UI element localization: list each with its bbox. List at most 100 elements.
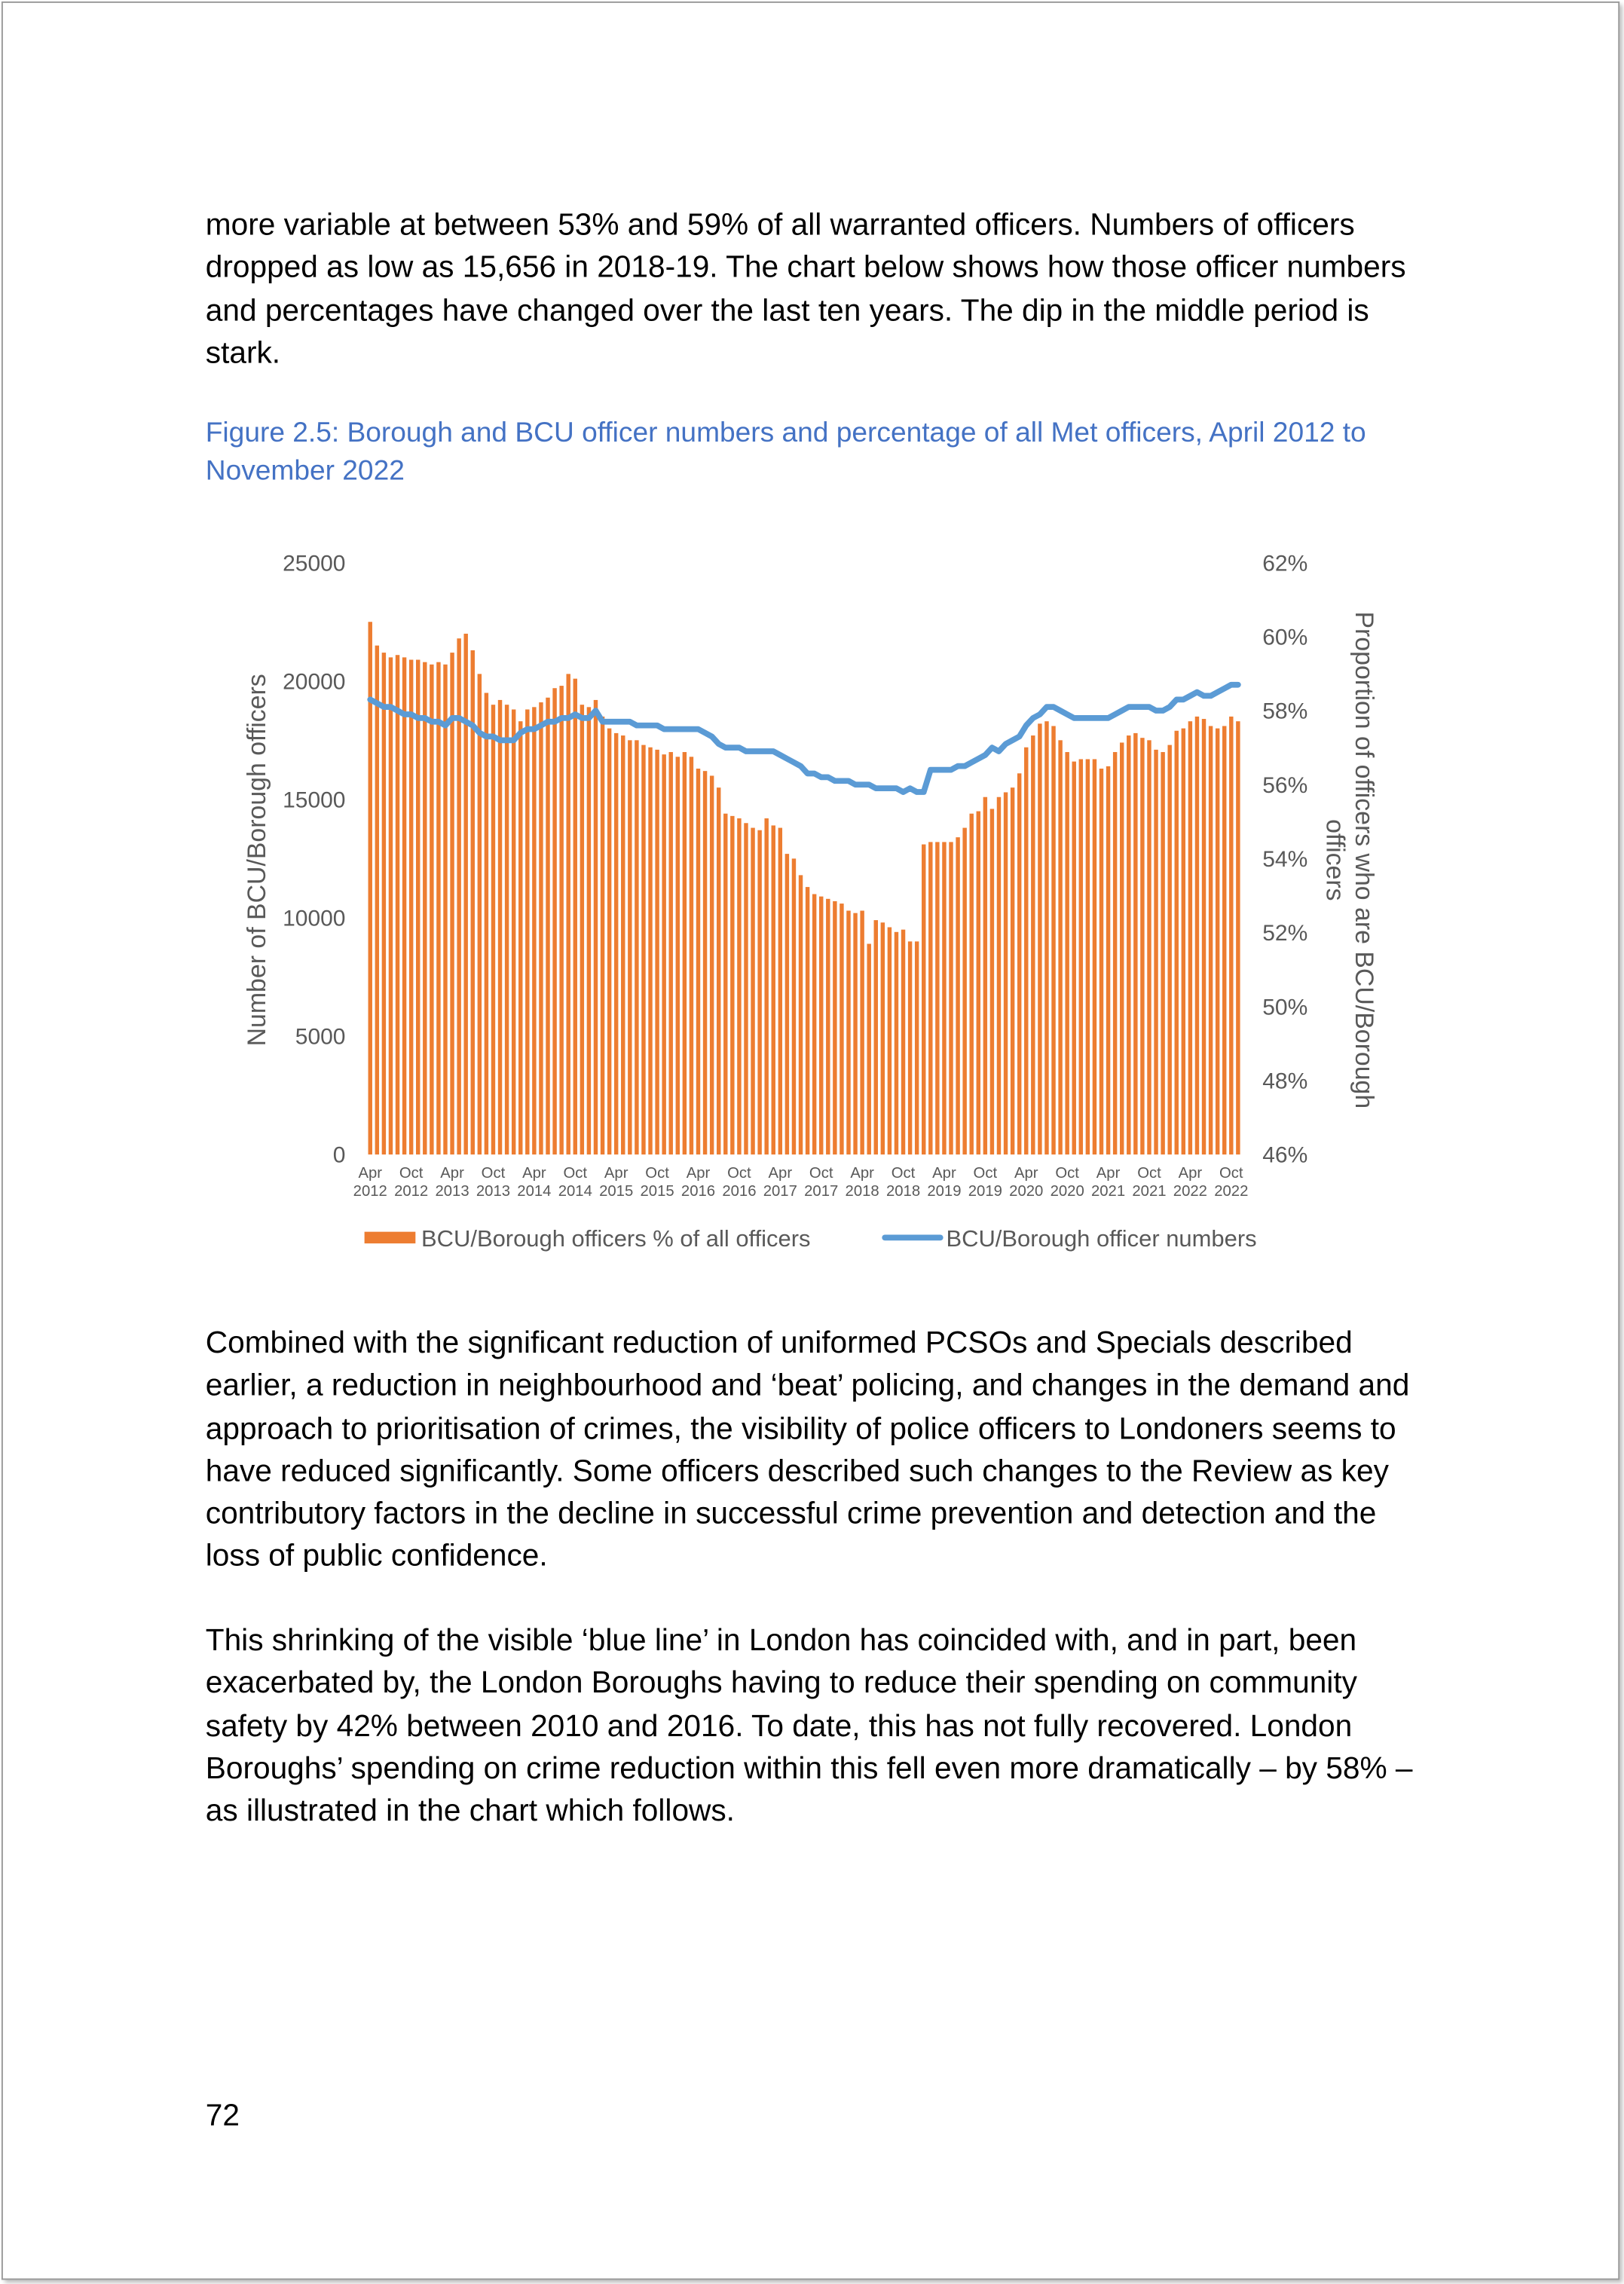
bar (511, 709, 516, 1155)
bar (962, 827, 967, 1155)
y2-tick-label: 62% (1262, 551, 1307, 576)
bar (751, 827, 755, 1155)
x-tick-label: Oct 2015 (641, 1165, 674, 1200)
bar (840, 904, 844, 1155)
paragraph: more variable at between 53% and 59% of … (205, 208, 1406, 371)
bar (1133, 732, 1138, 1155)
bar (641, 745, 646, 1155)
bar (1127, 735, 1131, 1155)
bar (621, 735, 625, 1155)
bar (375, 645, 380, 1155)
bar (853, 913, 858, 1155)
bar (989, 809, 995, 1155)
bar (1044, 721, 1049, 1155)
bar (723, 813, 728, 1155)
page-number: 72 (205, 2099, 240, 2133)
bar (1222, 726, 1227, 1155)
bar (395, 655, 400, 1155)
bar (1201, 719, 1207, 1155)
x-tick-label: Apr 2014 (517, 1165, 551, 1200)
bar (675, 757, 680, 1155)
bar (546, 697, 550, 1155)
x-tick-label: Apr 2015 (599, 1165, 633, 1200)
chart: 0 5000 10000 15000 20000 25000 46% 48% 50% 52% 54%… (243, 551, 1378, 1252)
bar (450, 653, 454, 1155)
bar (907, 941, 913, 1155)
y2-tick-label: 50% (1262, 995, 1307, 1020)
y2-tick-label: 60% (1262, 625, 1307, 650)
legend-label: BCU/Borough officer numbers (946, 1225, 1256, 1252)
bar (949, 842, 953, 1155)
bar (784, 854, 790, 1155)
y-axis-title: Number of BCU/Borough officers (243, 674, 271, 1046)
y2-tick-label: 48% (1262, 1069, 1307, 1094)
bar (1099, 769, 1104, 1155)
bar (996, 796, 1002, 1155)
y2-axis-title: Proportion of officers who are BCU/Borou… (1320, 611, 1378, 1108)
bar (668, 752, 673, 1155)
bar (408, 659, 414, 1155)
bar (470, 650, 475, 1155)
bar (1085, 759, 1090, 1155)
bar (402, 657, 407, 1155)
line-series (367, 681, 1241, 795)
bar (443, 664, 448, 1155)
bar (457, 638, 461, 1155)
bar (901, 929, 906, 1155)
y-tick-label: 25000 (283, 551, 345, 576)
bar (655, 749, 659, 1155)
bar (778, 827, 783, 1155)
bar (484, 693, 489, 1155)
bar (956, 837, 960, 1155)
bar (798, 875, 803, 1155)
y2-tick-label: 46% (1262, 1143, 1307, 1168)
bar (942, 842, 947, 1155)
bar (1236, 721, 1240, 1155)
bar (1229, 716, 1234, 1155)
bar (819, 896, 824, 1155)
y2-tick-label: 56% (1262, 773, 1307, 798)
bar (1140, 738, 1145, 1155)
bar (497, 699, 503, 1155)
bar (1017, 773, 1022, 1155)
bar (1010, 787, 1015, 1155)
bar (983, 796, 988, 1155)
y-tick-label: 5000 (295, 1025, 346, 1050)
bar (1058, 740, 1063, 1155)
bar (1092, 759, 1097, 1155)
bar (586, 707, 592, 1155)
bar (573, 678, 578, 1155)
y-tick-label: 10000 (283, 907, 345, 931)
bar (416, 659, 421, 1155)
bar (648, 747, 653, 1155)
bar (566, 674, 570, 1155)
bar (716, 787, 721, 1155)
y-tick-label: 20000 (283, 669, 345, 694)
bar (689, 757, 694, 1155)
bar (867, 943, 871, 1155)
bar (532, 707, 537, 1155)
bar (1003, 792, 1008, 1155)
y-tick-label: 15000 (283, 788, 345, 813)
x-tick-label: Apr 2022 (1173, 1165, 1207, 1200)
legend-label: BCU/Borough officers % of all officers (421, 1225, 810, 1252)
bar (368, 622, 372, 1155)
bar (504, 705, 509, 1155)
x-tick-label: Apr 2013 (435, 1165, 469, 1200)
x-tick-label: Oct 2020 (1051, 1165, 1084, 1200)
bar (826, 898, 830, 1155)
x-tick-label: Apr 2017 (763, 1165, 797, 1200)
bar (1078, 759, 1084, 1155)
x-tick-label: Oct 2012 (394, 1165, 428, 1200)
x-tick-label: Apr 2018 (846, 1165, 879, 1200)
bar (593, 699, 598, 1155)
bar (613, 732, 619, 1155)
y2-tick-label: 54% (1262, 847, 1307, 872)
bar (1161, 752, 1165, 1155)
y2-tick-label: 58% (1262, 699, 1307, 724)
bar (430, 664, 434, 1155)
bar (744, 823, 748, 1155)
